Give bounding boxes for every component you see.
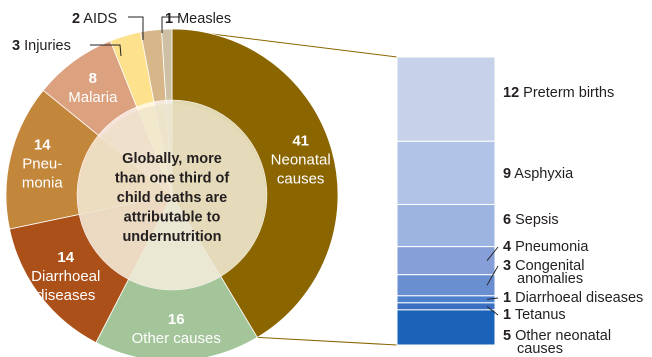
center-statement: Globally, more than one third of child dea… [115, 151, 230, 245]
bar-label-preterm-births: 12 Preterm births [503, 85, 614, 101]
bar-segment-pneumonia [396, 246, 496, 276]
bar-label-pneumonia: 4 Pneumonia [503, 239, 589, 255]
center-circle [79, 104, 265, 290]
bar-tick-pneumonia [486, 246, 499, 261]
bar-label-diarrhoeal-diseases: 1 Diarrhoeal diseases [503, 290, 643, 306]
bar-segment-asphyxia [396, 140, 496, 206]
breakdown-bar [396, 56, 496, 346]
slice-label-other-causes: 16 Other causes [132, 311, 221, 347]
leader-line-aids [128, 16, 144, 40]
slice-label-diarrhoeal-diseases: 14 Diarrhoeal diseases [31, 249, 100, 304]
slice-labels: 41 Neonatal causes 16 Other causes 14 Diarrhoe… [22, 70, 331, 347]
bar-segment-other-neonatal-causes [396, 309, 496, 346]
callout-label-injuries: 3 Injuries [12, 38, 71, 54]
callout-label-measles: 1 Measles [165, 11, 231, 27]
center-text: Globally, more than one third of child dea… [115, 151, 230, 245]
bar-segment-congenital-anomalies [396, 274, 496, 297]
bar-label-sepsis: 6 Sepsis [503, 212, 559, 228]
connector-bottom [257, 336, 398, 346]
bar-segment-sepsis [396, 204, 496, 248]
bar-label-tetanus: 1 Tetanus [503, 307, 566, 323]
bar-tick-diarrhoeal-diseases [486, 297, 499, 300]
bar-tick-congenital-anomalies [486, 265, 499, 286]
slice-label-neonatal-causes: 41 Neonatal causes [271, 132, 331, 187]
leader-line-injuries [90, 44, 122, 57]
bar-segment-tetanus [396, 302, 496, 311]
bar-segment-preterm-births [396, 56, 496, 142]
slice-label-malaria: 8 Malaria [68, 70, 118, 106]
bar-tick-tetanus [486, 306, 499, 316]
callout-label-aids: 2 AIDS [72, 11, 117, 27]
bar-label-other-neonatal-causes: 5 Other neonatal causes [503, 328, 611, 357]
slice-label-pneumonia: 14 Pneu-monia [22, 137, 64, 192]
bar-segment-diarrhoeal-diseases [396, 295, 496, 304]
leader-line-measles [161, 16, 180, 33]
bar-label-congenital-anomalies: 3 Congenital anomalies [503, 258, 584, 287]
breakdown-labels: 12 Preterm births 9 Asphyxia 6 Sepsis 4 Pne… [486, 85, 643, 357]
bar-label-asphyxia: 9 Asphyxia [503, 166, 574, 182]
